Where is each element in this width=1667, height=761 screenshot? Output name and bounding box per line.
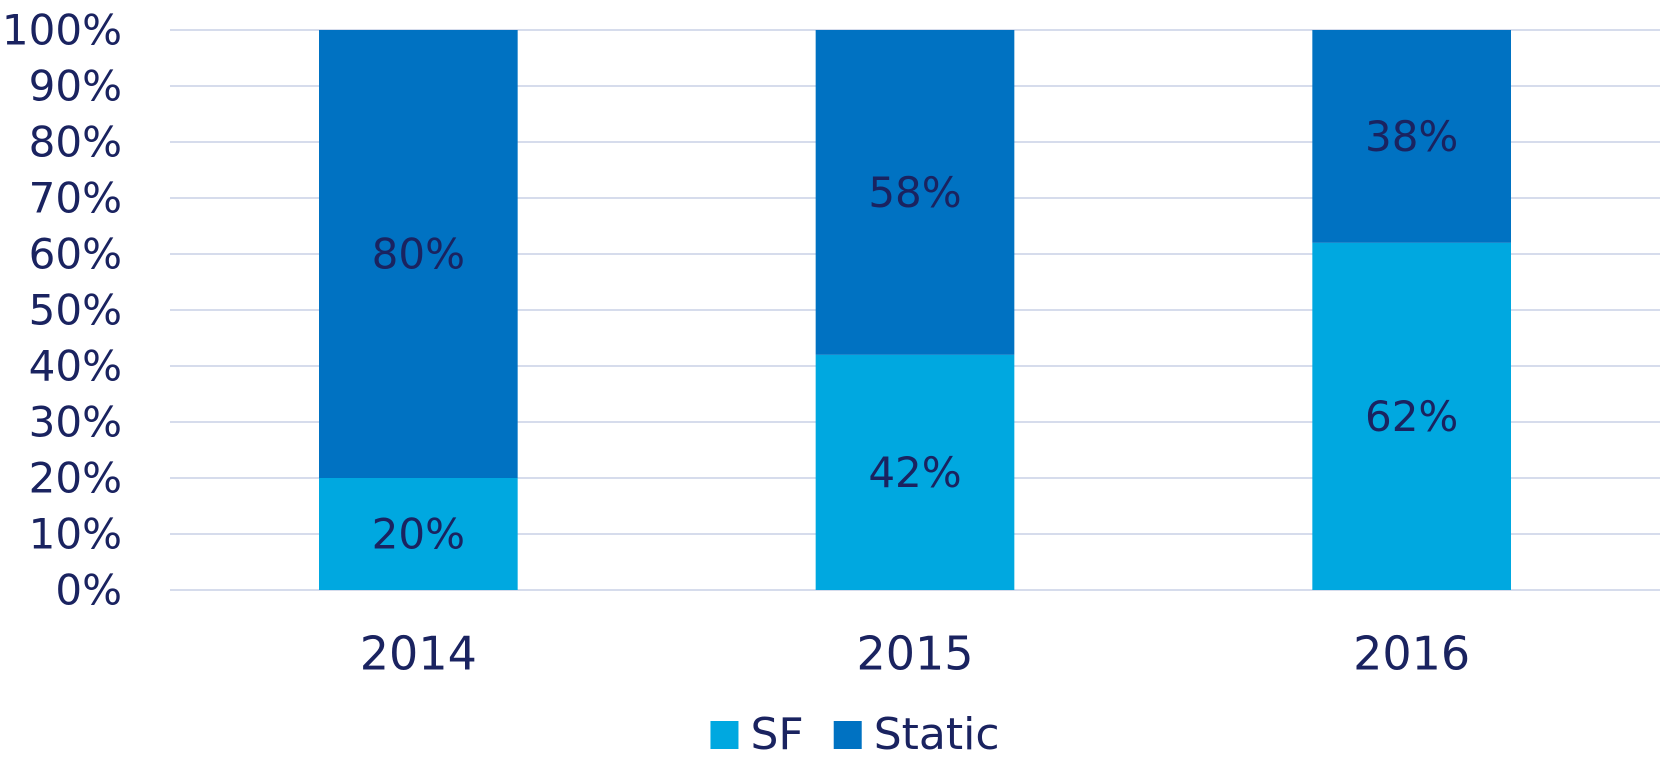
legend-swatch xyxy=(710,721,739,749)
bar-segment xyxy=(815,354,1015,590)
data-label: 38% xyxy=(1365,112,1458,161)
y-tick-label: 0% xyxy=(55,566,122,615)
y-tick-label: 20% xyxy=(29,454,122,503)
data-label: 62% xyxy=(1365,392,1458,441)
x-tick-label: 2015 xyxy=(856,627,973,681)
y-tick-label: 50% xyxy=(29,286,122,335)
y-tick-label: 60% xyxy=(29,230,122,279)
legend-label: SF xyxy=(750,709,803,760)
y-tick-label: 30% xyxy=(29,398,122,447)
data-label: 20% xyxy=(372,510,465,559)
y-tick-label: 80% xyxy=(29,118,122,167)
bar-segment xyxy=(815,30,1015,355)
data-label: 42% xyxy=(868,448,961,497)
data-label: 58% xyxy=(868,168,961,217)
data-label: 80% xyxy=(372,230,465,279)
legend-label: Static xyxy=(874,709,1000,760)
y-tick-label: 10% xyxy=(29,510,122,559)
bar-segment xyxy=(319,478,518,590)
bar-segment xyxy=(1312,242,1511,591)
y-tick-label: 40% xyxy=(29,342,122,391)
bar-segment xyxy=(319,30,518,478)
bar-segment xyxy=(1312,30,1511,243)
y-tick-label: 100% xyxy=(2,6,122,55)
y-tick-label: 90% xyxy=(29,62,122,111)
x-tick-label: 2014 xyxy=(360,627,477,681)
y-tick-label: 70% xyxy=(29,174,122,223)
legend-swatch xyxy=(833,721,862,749)
x-tick-label: 2016 xyxy=(1353,627,1470,681)
